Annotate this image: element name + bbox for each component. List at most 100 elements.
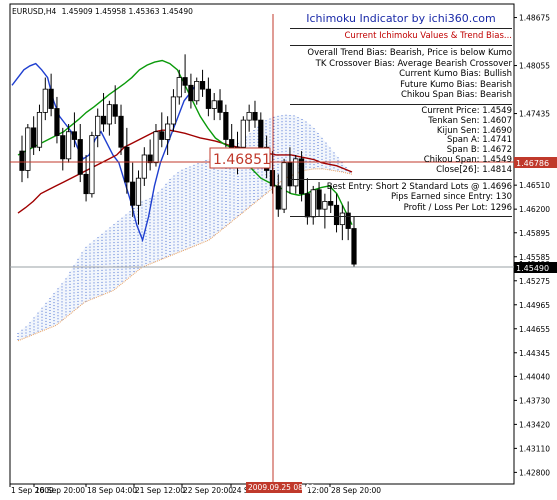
span-a-value: Span A: 1.4741 <box>446 135 512 146</box>
candle-body <box>118 115 124 148</box>
candle-body <box>77 139 83 175</box>
candle-body <box>328 201 334 206</box>
candle-body <box>298 158 305 195</box>
pips-earned: Pips Earned since Entry: 130 <box>390 192 512 203</box>
panel-subtitle: Current Ichimoku Values & Trend Bias... <box>290 28 512 42</box>
crosshair-price-label: 1.46851 <box>213 152 271 168</box>
candle-body <box>199 81 206 90</box>
candle-body <box>322 201 328 210</box>
y-tick-label: 1.47435 <box>519 110 550 119</box>
candle-body <box>275 185 281 210</box>
crosshair-time-tag <box>246 482 302 493</box>
candle-body <box>106 104 112 125</box>
kumo-fill <box>18 114 352 341</box>
y-tick-label: 1.42800 <box>519 468 550 477</box>
panel-title: Ichimoku Indicator by ichi360.com <box>306 12 496 25</box>
candle-body <box>42 88 48 113</box>
candle-body <box>141 154 147 179</box>
candle-body <box>83 173 89 195</box>
candle-body <box>19 150 25 171</box>
candle-body <box>100 115 107 125</box>
candle-body <box>89 135 95 195</box>
current-price-axis-label: 1.45490 <box>516 264 549 273</box>
y-tick-label: 1.46200 <box>519 205 550 214</box>
chikou-span-bias: Chikou Span Bias: Bearish <box>400 90 512 101</box>
x-tick-label: 24 S <box>232 486 249 495</box>
candle-body <box>31 127 37 148</box>
y-tick-label: 1.43420 <box>519 420 550 429</box>
chart-header: EURUSD,H4 1.45909 1.45958 1.45363 1.4549… <box>12 7 193 16</box>
candle-body <box>165 123 171 140</box>
candle-body <box>176 77 182 98</box>
candle-body <box>25 127 31 171</box>
x-tick-label: 12:00 <box>307 486 329 495</box>
y-tick-label: 1.45275 <box>519 277 550 286</box>
candle-body <box>217 100 223 113</box>
candle-body <box>71 131 78 140</box>
current-price-value: Current Price: 1.4549 <box>421 105 512 116</box>
candle-body <box>351 228 357 265</box>
crosshair-price-axis-label: 1.46786 <box>516 159 549 168</box>
y-tick-label: 1.44655 <box>519 325 550 334</box>
current-price-tag <box>514 262 557 273</box>
candle-body <box>281 162 287 210</box>
span-b-value: Span B: 1.4672 <box>446 145 512 156</box>
overall-trend-bias: Overall Trend Bias: Bearish, Price is be… <box>307 48 512 58</box>
y-tick-label: 1.48675 <box>519 14 550 23</box>
y-tick-label: 1.43730 <box>519 396 550 405</box>
symbol-label: EURUSD,H4 <box>12 7 57 16</box>
kumo-cloud <box>17 114 353 342</box>
y-tick-label: 1.43110 <box>519 444 550 453</box>
candle-body <box>182 77 188 86</box>
candle-body <box>269 170 276 187</box>
x-tick-label: 18 Sep 04:00 <box>87 486 137 495</box>
y-tick-label: 1.44040 <box>519 372 550 381</box>
candle-body <box>170 96 177 125</box>
candle-body <box>65 131 72 160</box>
future-kumo-bias: Future Kumo Bias: Bearish <box>400 79 512 90</box>
panel-divider <box>290 216 512 218</box>
candle-body <box>159 131 165 140</box>
x-tick-label: 21 Sep 12:00 <box>135 486 185 495</box>
crosshair-price-box <box>209 147 271 169</box>
x-tick-label: 22 Sep 20:00 <box>183 486 233 495</box>
candle-body <box>211 100 217 109</box>
candle-body <box>54 108 60 137</box>
ichimoku-panel: Ichimoku Indicator by ichi360.com Curren… <box>290 12 512 218</box>
candle-body <box>240 119 246 148</box>
crosshair-time-label: 2009.09.25 08:00 <box>248 483 315 492</box>
values-block: Current Price: 1.4549 Tenkan Sen: 1.4607… <box>290 103 512 176</box>
x-tick-label: 16 Sep 20:00 <box>35 486 85 495</box>
candle-body <box>205 88 211 109</box>
best-entry: Best Entry: Short 2 Standard Lots @ 1.46… <box>326 181 512 192</box>
bias-block: Overall Trend Bias: Bearish, Price is be… <box>290 45 512 101</box>
candle-body <box>316 189 322 210</box>
kijun-sen-value: Kijun Sen: 1.4690 <box>436 125 512 136</box>
candle-body <box>124 146 130 183</box>
crosshair-price-tag <box>514 157 557 168</box>
close-26-value: Close[26]: 1.4814 <box>436 164 512 175</box>
candle-body <box>339 212 345 226</box>
candle-body <box>60 135 66 160</box>
candle-body <box>252 111 258 121</box>
candle-body <box>130 181 136 206</box>
candle-body <box>287 162 293 187</box>
candle-body <box>135 177 142 206</box>
entry-block: Best Entry: Short 2 Standard Lots @ 1.46… <box>290 178 512 214</box>
candle-body <box>223 111 229 140</box>
y-tick-label: 1.46510 <box>519 181 550 190</box>
profit-loss-per-lot: Profit / Loss Per Lot: 1296 <box>403 202 512 213</box>
tenkan-sen-line <box>11 62 197 243</box>
ohlc-values: 1.45909 1.45958 1.45363 1.45490 <box>61 7 193 16</box>
candle-body <box>345 212 351 229</box>
y-tick-label: 1.45895 <box>519 229 550 238</box>
y-tick-label: 1.44345 <box>519 349 550 358</box>
candle-body <box>293 158 299 187</box>
x-tick-label: 1 Sep 2009 <box>11 486 54 495</box>
candle-body <box>48 88 54 109</box>
current-kumo-bias: Current Kumo Bias: Bullish <box>399 69 512 80</box>
